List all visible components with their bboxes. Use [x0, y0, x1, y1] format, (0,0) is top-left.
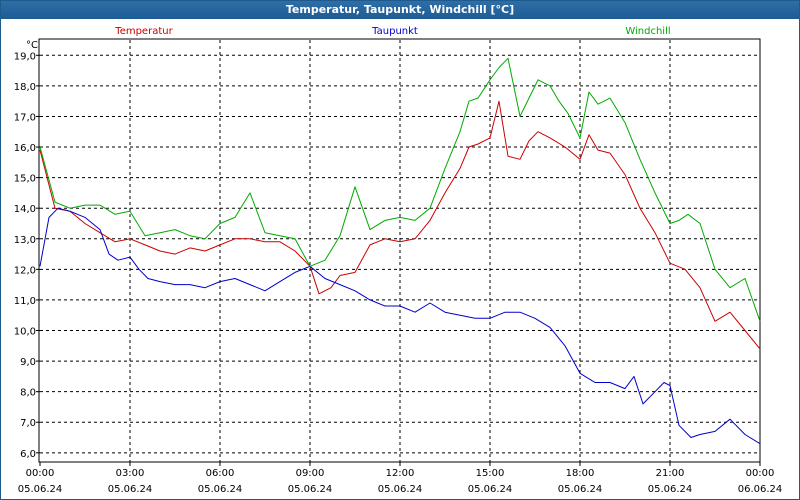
legend-taupunkt: Taupunkt — [371, 26, 418, 37]
x-tick-date: 05.06.24 — [108, 484, 153, 495]
y-tick-label: 14,0 — [14, 204, 36, 215]
x-tick-date: 05.06.24 — [378, 484, 423, 495]
y-tick-label: 8,0 — [20, 388, 36, 399]
y-tick-label: 13,0 — [14, 235, 36, 246]
chart-title: Temperatur, Taupunkt, Windchill [°C] — [1, 1, 799, 19]
y-tick-label: 18,0 — [14, 82, 36, 93]
series-line-taupunkt — [39, 207, 761, 445]
x-tick-date: 06.06.24 — [738, 484, 783, 495]
legend-windchill: Windchill — [625, 26, 670, 37]
y-tick-label: 12,0 — [14, 265, 36, 276]
x-tick-time: 00:00 — [746, 468, 775, 479]
y-tick-label: 15,0 — [14, 174, 36, 185]
y-tick-label: 10,0 — [14, 327, 36, 338]
x-tick-time: 09:00 — [296, 468, 325, 479]
series-line-temperatur — [39, 100, 761, 350]
x-axis-labels: 00:00 05.06.24 03:00 05.06.24 06:00 05.06.24 0… — [18, 468, 783, 495]
y-tick-label: 19,0 — [14, 51, 36, 62]
y-axis-labels: 19,0 18,0 17,0 16,0 15,0 14,0 13,0 12,0 11,0 10,0… — [14, 51, 36, 460]
x-tick-time: 03:00 — [116, 468, 145, 479]
y-unit-label: °C — [26, 40, 38, 51]
x-tick-time: 21:00 — [656, 468, 685, 479]
y-tick-label: 7,0 — [20, 418, 36, 429]
series-line-windchill — [39, 57, 761, 322]
y-tick-label: 17,0 — [14, 112, 36, 123]
x-tick-time: 15:00 — [476, 468, 505, 479]
legend: Temperatur Taupunkt Windchill — [114, 26, 670, 37]
grid-lines — [36, 40, 761, 466]
x-tick-date: 05.06.24 — [558, 484, 603, 495]
x-tick-date: 05.06.24 — [648, 484, 693, 495]
y-tick-label: 9,0 — [20, 357, 36, 368]
x-tick-date: 05.06.24 — [198, 484, 243, 495]
x-tick-date: 05.06.24 — [18, 484, 63, 495]
x-tick-date: 05.06.24 — [468, 484, 513, 495]
x-tick-time: 12:00 — [386, 468, 415, 479]
y-tick-label: 16,0 — [14, 143, 36, 154]
y-tick-label: 6,0 — [20, 449, 36, 460]
x-tick-time: 00:00 — [26, 468, 55, 479]
x-tick-time: 06:00 — [206, 468, 235, 479]
y-tick-label: 11,0 — [14, 296, 36, 307]
series-lines — [39, 57, 761, 445]
x-tick-date: 05.06.24 — [288, 484, 333, 495]
x-tick-time: 18:00 — [566, 468, 595, 479]
legend-temperatur: Temperatur — [114, 26, 173, 37]
